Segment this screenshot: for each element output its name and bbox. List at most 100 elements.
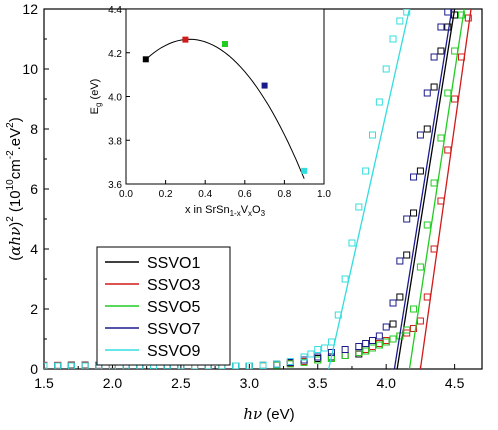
y-tick-label: 2 xyxy=(30,301,38,317)
inset-y-tick-label: 4.4 xyxy=(108,5,122,16)
data-point xyxy=(416,317,424,325)
data-point xyxy=(369,344,376,352)
legend-label: SSVO5 xyxy=(147,299,200,316)
data-point xyxy=(341,275,349,283)
data-point xyxy=(259,362,267,369)
series-ssvo9 xyxy=(44,9,411,369)
data-point xyxy=(341,346,349,353)
data-point xyxy=(259,362,267,369)
data-point xyxy=(389,320,397,328)
data-point xyxy=(396,17,404,25)
legend-label: SSVO9 xyxy=(147,343,200,360)
data-point xyxy=(327,338,335,346)
inset-data-point xyxy=(142,56,149,63)
data-point xyxy=(81,362,89,369)
data-point xyxy=(273,360,281,368)
data-point xyxy=(423,125,431,133)
y-tick-label: 10 xyxy=(22,61,38,77)
x-axis-label: hν (eV) xyxy=(243,405,294,423)
data-point xyxy=(416,167,424,175)
inset-x-tick-label: 0.8 xyxy=(277,189,291,200)
data-point xyxy=(382,323,390,331)
data-point xyxy=(307,350,315,358)
data-point xyxy=(314,353,322,361)
data-point xyxy=(403,215,411,223)
data-point xyxy=(389,299,397,307)
data-point xyxy=(403,326,411,334)
data-point xyxy=(232,362,240,369)
data-point xyxy=(321,344,329,352)
x-tick-label: 2.0 xyxy=(103,375,123,391)
inset-y-tick-label: 4.0 xyxy=(108,93,122,104)
inset-x-axis-label: x in SrSn1-xVxO3 xyxy=(185,204,266,218)
data-point xyxy=(369,337,376,344)
x-tick-label: 1.5 xyxy=(34,375,54,391)
data-point xyxy=(382,65,390,73)
data-point xyxy=(437,134,445,142)
data-point xyxy=(430,179,438,187)
inset-y-tick-label: 4.2 xyxy=(108,49,122,60)
x-tick-label: 3.5 xyxy=(308,375,328,391)
data-point xyxy=(355,343,363,350)
data-point xyxy=(423,89,431,97)
data-point xyxy=(382,337,390,344)
data-point xyxy=(403,251,411,259)
data-point xyxy=(410,325,418,332)
data-point xyxy=(389,335,397,343)
legend-label: SSVO7 xyxy=(147,321,200,338)
data-point xyxy=(348,239,356,247)
data-point xyxy=(410,173,418,181)
data-point xyxy=(382,338,390,346)
inset-x-tick-label: 1.0 xyxy=(317,189,331,200)
data-point xyxy=(423,221,431,229)
data-point xyxy=(355,349,363,356)
data-point xyxy=(355,349,363,356)
inset-data-point xyxy=(222,41,228,47)
data-point xyxy=(375,340,383,347)
data-point xyxy=(396,293,404,301)
data-point xyxy=(314,355,322,362)
data-point xyxy=(416,263,424,271)
data-point xyxy=(245,362,253,369)
legend: SSVO1 SSVO3 SSVO5 SSVO7 SSVO9 xyxy=(96,246,231,366)
data-point xyxy=(232,362,240,369)
fit-line xyxy=(419,9,472,369)
inset-data-point xyxy=(301,167,308,174)
data-point xyxy=(389,335,397,343)
data-point xyxy=(259,361,267,369)
y-tick-label: 6 xyxy=(30,181,38,197)
y-axis-label: (αhν)2 (1010cm-2.eV2) xyxy=(5,117,24,260)
x-tick-label: 4.5 xyxy=(445,375,465,391)
y-tick-label: 8 xyxy=(30,121,38,137)
data-point xyxy=(410,209,418,217)
y-tick-label: 12 xyxy=(22,1,38,17)
fit-line xyxy=(396,9,456,369)
inset-x-tick-label: 0.6 xyxy=(238,189,252,200)
data-point xyxy=(341,352,349,359)
inset-data-point xyxy=(261,82,268,89)
data-point xyxy=(403,9,411,16)
data-point xyxy=(375,98,383,106)
y-tick-label: 4 xyxy=(30,241,38,257)
data-point xyxy=(437,47,445,55)
data-point xyxy=(232,362,240,369)
x-tick-label: 2.5 xyxy=(171,375,191,391)
data-point xyxy=(437,197,445,205)
data-point xyxy=(67,362,75,369)
data-point xyxy=(362,167,370,175)
y-tick-label: 0 xyxy=(30,361,38,377)
inset-y-tick-label: 3.8 xyxy=(108,136,122,147)
data-point xyxy=(362,347,370,355)
data-point xyxy=(444,9,452,16)
main-chart: 1.5 2.0 2.5 3.0 3.5 4.0 4.5 0 2 4 6 8 10 12 hν (eV) (αh… xyxy=(5,1,483,423)
legend-label: SSVO1 xyxy=(147,255,200,272)
data-point xyxy=(457,11,465,19)
data-point xyxy=(369,343,376,350)
data-point xyxy=(259,361,267,369)
data-point xyxy=(444,146,452,154)
data-point xyxy=(382,338,390,346)
data-point xyxy=(362,346,370,353)
data-point xyxy=(430,245,438,253)
data-point xyxy=(341,352,349,359)
